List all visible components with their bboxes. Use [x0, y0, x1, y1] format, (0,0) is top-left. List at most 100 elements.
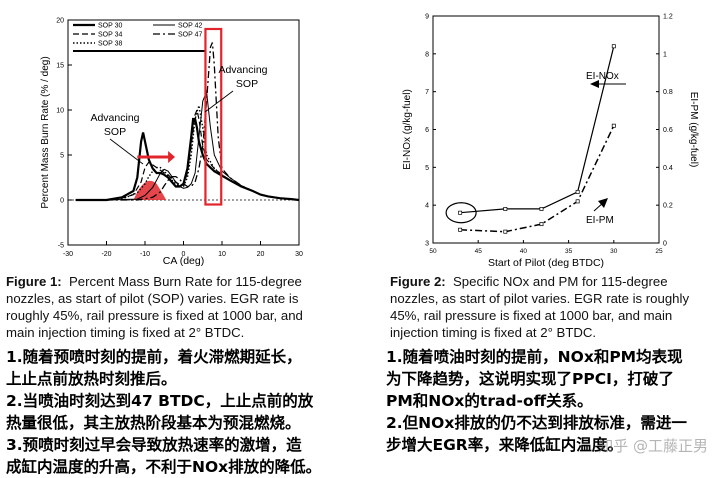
x-tick-label: 0 [182, 251, 186, 258]
data-point [539, 222, 544, 227]
x-tick-label: 10 [218, 251, 226, 258]
right-caption-line-2: nozzles, as start of pilot varies. EGR r… [390, 291, 690, 306]
y-tick-label: -5 [58, 243, 64, 250]
data-point [539, 207, 544, 211]
right-note-line: 1.随着喷油时刻的提前，NOx和PM均表现 [386, 348, 683, 366]
x-tick-label: -10 [140, 251, 150, 258]
x-tick-label: -30 [63, 251, 73, 258]
right-note-line: 为下降趋势，这说明实现了PPCI，打破了 [386, 370, 674, 388]
nox-arrow-head [590, 80, 599, 88]
data-point [575, 199, 580, 204]
annotation-advancing-right: Advancing [218, 64, 267, 76]
x-axis-label: CA (deg) [163, 255, 204, 267]
annotation-advancing-left: Advancing [90, 112, 139, 124]
right-caption-line-3: 45%, rail pressure is fixed at 1000 bar,… [390, 308, 673, 323]
annotation-pointer-right [204, 90, 234, 113]
burn-rate-chart: -30 -20 -10 0 10 20 30 -5 0 5 10 15 20 CA (deg) Percen… [40, 18, 303, 268]
series-line [460, 125, 615, 233]
right-notes: 1.随着喷油时刻的提前，NOx和PM均表现 为下降趋势，这说明实现了PPCI，打… [386, 346, 718, 456]
x-tick-label: 35 [565, 248, 573, 255]
y-left-tick-label: 5 [425, 165, 429, 172]
plot-frame [432, 15, 660, 244]
data-point [503, 229, 508, 234]
right-note-line: 步增大EGR率，来降低缸内温度。 [386, 436, 623, 454]
left-caption: Figure 1: Percent Mass Burn Rate for 115… [6, 273, 356, 341]
x-tick-label: -20 [101, 251, 111, 258]
y-left-tick-label: 6 [425, 127, 429, 134]
red-arrow-head [168, 151, 176, 163]
right-caption: Figure 2: Specific NOx and PM for 115-de… [390, 273, 715, 341]
legend-label: SOP 34 [98, 32, 122, 39]
x-axis-label: Start of Pilot (deg BTDC) [488, 257, 604, 269]
series-line [75, 42, 300, 201]
y-tick-label: 15 [56, 63, 64, 70]
y-right-tick-label: 0.6 [663, 127, 673, 134]
y-right-tick-label: 0.8 [663, 89, 673, 96]
data-point [458, 210, 463, 215]
data-point [611, 44, 616, 49]
y-tick-label: 5 [60, 153, 64, 160]
left-caption-line-1: Percent Mass Burn Rate for 115-degree [69, 274, 302, 289]
annotation-pointer-left [109, 138, 144, 165]
legend-label: SOP 38 [98, 41, 122, 48]
left-note-line: 热量很低，其主放热阶段基本为预混燃烧。 [6, 414, 301, 432]
x-tick-label: 30 [610, 248, 618, 255]
x-tick-label: 30 [295, 251, 303, 258]
left-note-line: 3.预喷时刻过早会导致放热速率的激增，造 [6, 436, 302, 454]
plot-frame [67, 19, 300, 246]
emissions-chart: 50 45 40 35 30 25345678900.20.40.60.811.2Star… [402, 14, 699, 270]
y-right-tick-label: 0.2 [663, 203, 673, 210]
highlight-box [204, 27, 223, 206]
series-line [75, 90, 300, 201]
x-tick-label: 40 [520, 248, 528, 255]
watermark: 知乎 @工藤正男 [598, 437, 708, 455]
y-left-tick-label: 4 [425, 203, 429, 210]
y-tick-label: 20 [56, 18, 64, 25]
x-tick-label: 45 [475, 248, 483, 255]
y-tick-label: 10 [56, 108, 64, 115]
annotation-ei-nox: EI-NOx [586, 71, 619, 82]
x-tick-label: 25 [655, 248, 663, 255]
data-point [458, 227, 463, 232]
y-left-tick-label: 9 [425, 14, 429, 21]
y-left-tick-label: 3 [425, 241, 429, 248]
annotation-ei-pm: EI-PM [586, 215, 614, 226]
left-caption-line-4: main injection timing is fixed at 2° BTD… [6, 325, 245, 340]
y-axis-label: Percent Mass Burn Rate (% / deg) [40, 56, 51, 208]
left-notes: 1.随着预喷时刻的提前，着火滞燃期延长， 上止点前放热时刻推后。 2.当喷油时刻… [6, 346, 358, 478]
data-point [575, 189, 580, 194]
y-right-tick-label: 0 [663, 241, 667, 248]
annotation-sop-right: SOP [236, 78, 258, 90]
pm-arrow-head [598, 198, 608, 208]
data-point [611, 123, 616, 128]
x-tick-label: 20 [257, 251, 265, 258]
right-note-line: 2.但NOx排放的仍不达到排放标准，需进一 [386, 414, 687, 432]
right-caption-line-1: Specific NOx and PM for 115-degree [453, 274, 668, 289]
y-right-tick-label: 1 [663, 51, 667, 58]
right-caption-label: Figure 2: [390, 274, 446, 289]
y-left-axis-label: EI-NOx (g/kg-fuel) [402, 89, 413, 170]
y-left-tick-label: 7 [425, 89, 429, 96]
y-left-tick-label: 8 [425, 51, 429, 58]
legend-label: SOP 42 [178, 23, 202, 30]
left-figure: -30 -20 -10 0 10 20 30 -5 0 5 10 15 20 CA (deg) Percen… [0, 0, 360, 350]
y-right-tick-label: 0.4 [663, 165, 673, 172]
y-right-axis-label: EI-PM (g/kg-fuel) [688, 92, 699, 168]
left-note-line: 1.随着预喷时刻的提前，着火滞燃期延长， [6, 348, 302, 366]
left-caption-line-3: roughly 45%, rail pressure is fixed at 1… [6, 308, 303, 323]
annotation-sop-left: SOP [104, 126, 126, 138]
left-note-line: 2.当喷油时刻达到47 BTDC，上止点前的放 [6, 392, 314, 410]
y-tick-label: 0 [60, 198, 64, 205]
left-caption-line-2: nozzles, as start of pilot (SOP) varies.… [6, 291, 299, 306]
start-point-circle [445, 202, 477, 224]
right-caption-line-4: injection timing is fixed at 2° BTDC. [390, 325, 597, 340]
data-point [503, 207, 508, 211]
y-right-tick-label: 1.2 [663, 14, 673, 21]
left-caption-label: Figure 1: [6, 274, 62, 289]
legend-label: SOP 30 [98, 23, 122, 30]
right-note-line: PM和NOx的trad-off关系。 [386, 392, 593, 410]
legend-label: SOP 47 [178, 32, 202, 39]
left-note-line: 成缸内温度的升高，不利于NOx排放的降低。 [6, 458, 322, 476]
right-figure: 50 45 40 35 30 25 3 4 5 6 7 8 9 0 0.2 0.4 0.6 0.8 1 1.2 Star… [360, 0, 720, 350]
left-note-line: 上止点前放热时刻推后。 [6, 370, 177, 388]
